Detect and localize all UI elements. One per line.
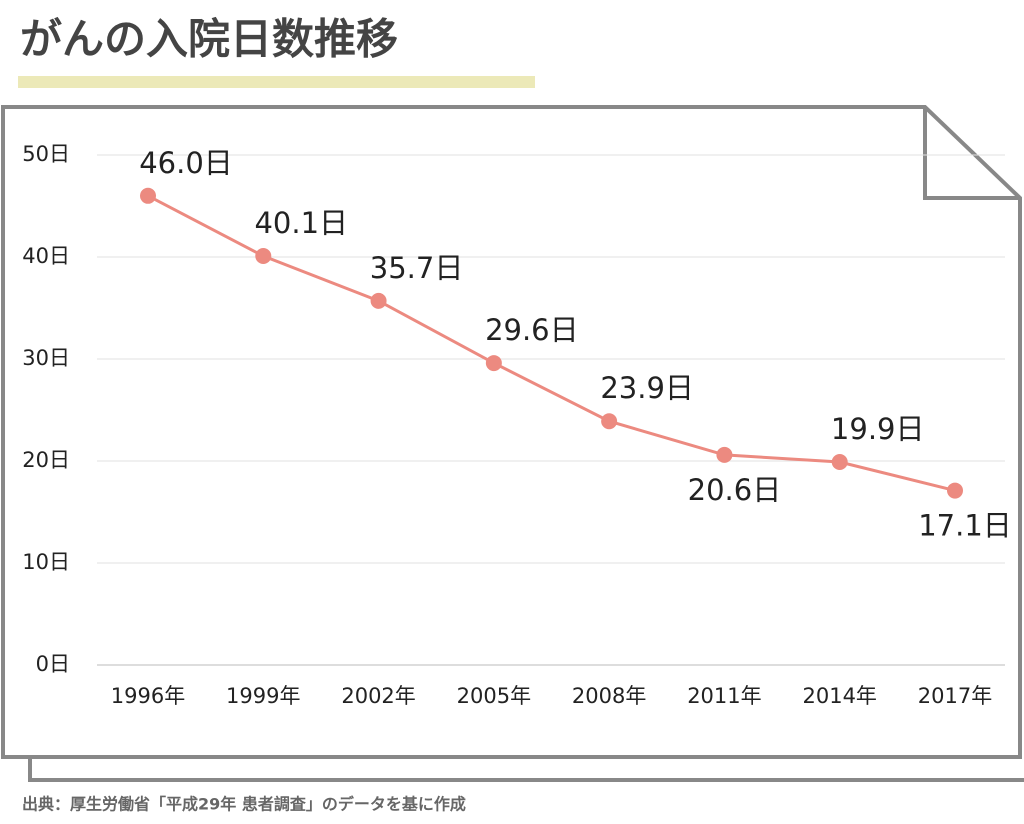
data-label: 20.6日 — [688, 473, 782, 507]
x-tick-label: 2002年 — [341, 684, 415, 708]
data-point — [601, 413, 618, 430]
x-tick-label: 2017年 — [918, 684, 992, 708]
y-tick-label: 10日 — [22, 550, 70, 574]
data-point — [140, 187, 156, 204]
x-tick-label: 2008年 — [572, 684, 646, 708]
chart-title: がんの入院日数推移 — [20, 15, 398, 64]
data-point — [947, 482, 963, 499]
frame-shadow — [28, 757, 1024, 782]
x-tick-label: 2014年 — [802, 684, 876, 708]
x-tick-label: 2011年 — [687, 684, 761, 708]
data-line — [147, 194, 956, 493]
frame-fold — [923, 107, 1020, 200]
data-label: 23.9日 — [600, 371, 694, 405]
data-point — [485, 355, 502, 372]
data-point — [255, 247, 272, 264]
y-tick-label: 40日 — [22, 244, 70, 268]
y-tick-label: 20日 — [22, 448, 70, 472]
data-label: 40.1日 — [254, 206, 348, 240]
title-underline — [18, 76, 535, 88]
data-point — [370, 292, 387, 309]
data-label: 29.6日 — [485, 313, 579, 347]
source-note: 出典：厚生労働省「平成29年 患者調査」のデータを基に作成 — [22, 795, 466, 814]
y-tick-label: 50日 — [22, 142, 70, 166]
frame — [1, 105, 1022, 759]
x-tick-label: 1996年 — [111, 684, 185, 708]
data-label: 46.0日 — [139, 146, 233, 180]
data-label: 35.7日 — [370, 251, 464, 285]
data-point — [716, 446, 733, 463]
data-point — [831, 454, 848, 471]
x-tick-label: 1999年 — [226, 684, 300, 708]
data-label: 17.1日 — [918, 509, 1012, 543]
x-tick-label: 2005年 — [457, 684, 531, 708]
plot: 0日 10日 20日 30日 40日 50日 1996年 1999年 2002年 2005年 200… — [22, 142, 1012, 708]
y-tick-label: 30日 — [22, 346, 70, 370]
data-label: 19.9日 — [831, 412, 925, 446]
y-tick-label: 0日 — [36, 652, 70, 676]
